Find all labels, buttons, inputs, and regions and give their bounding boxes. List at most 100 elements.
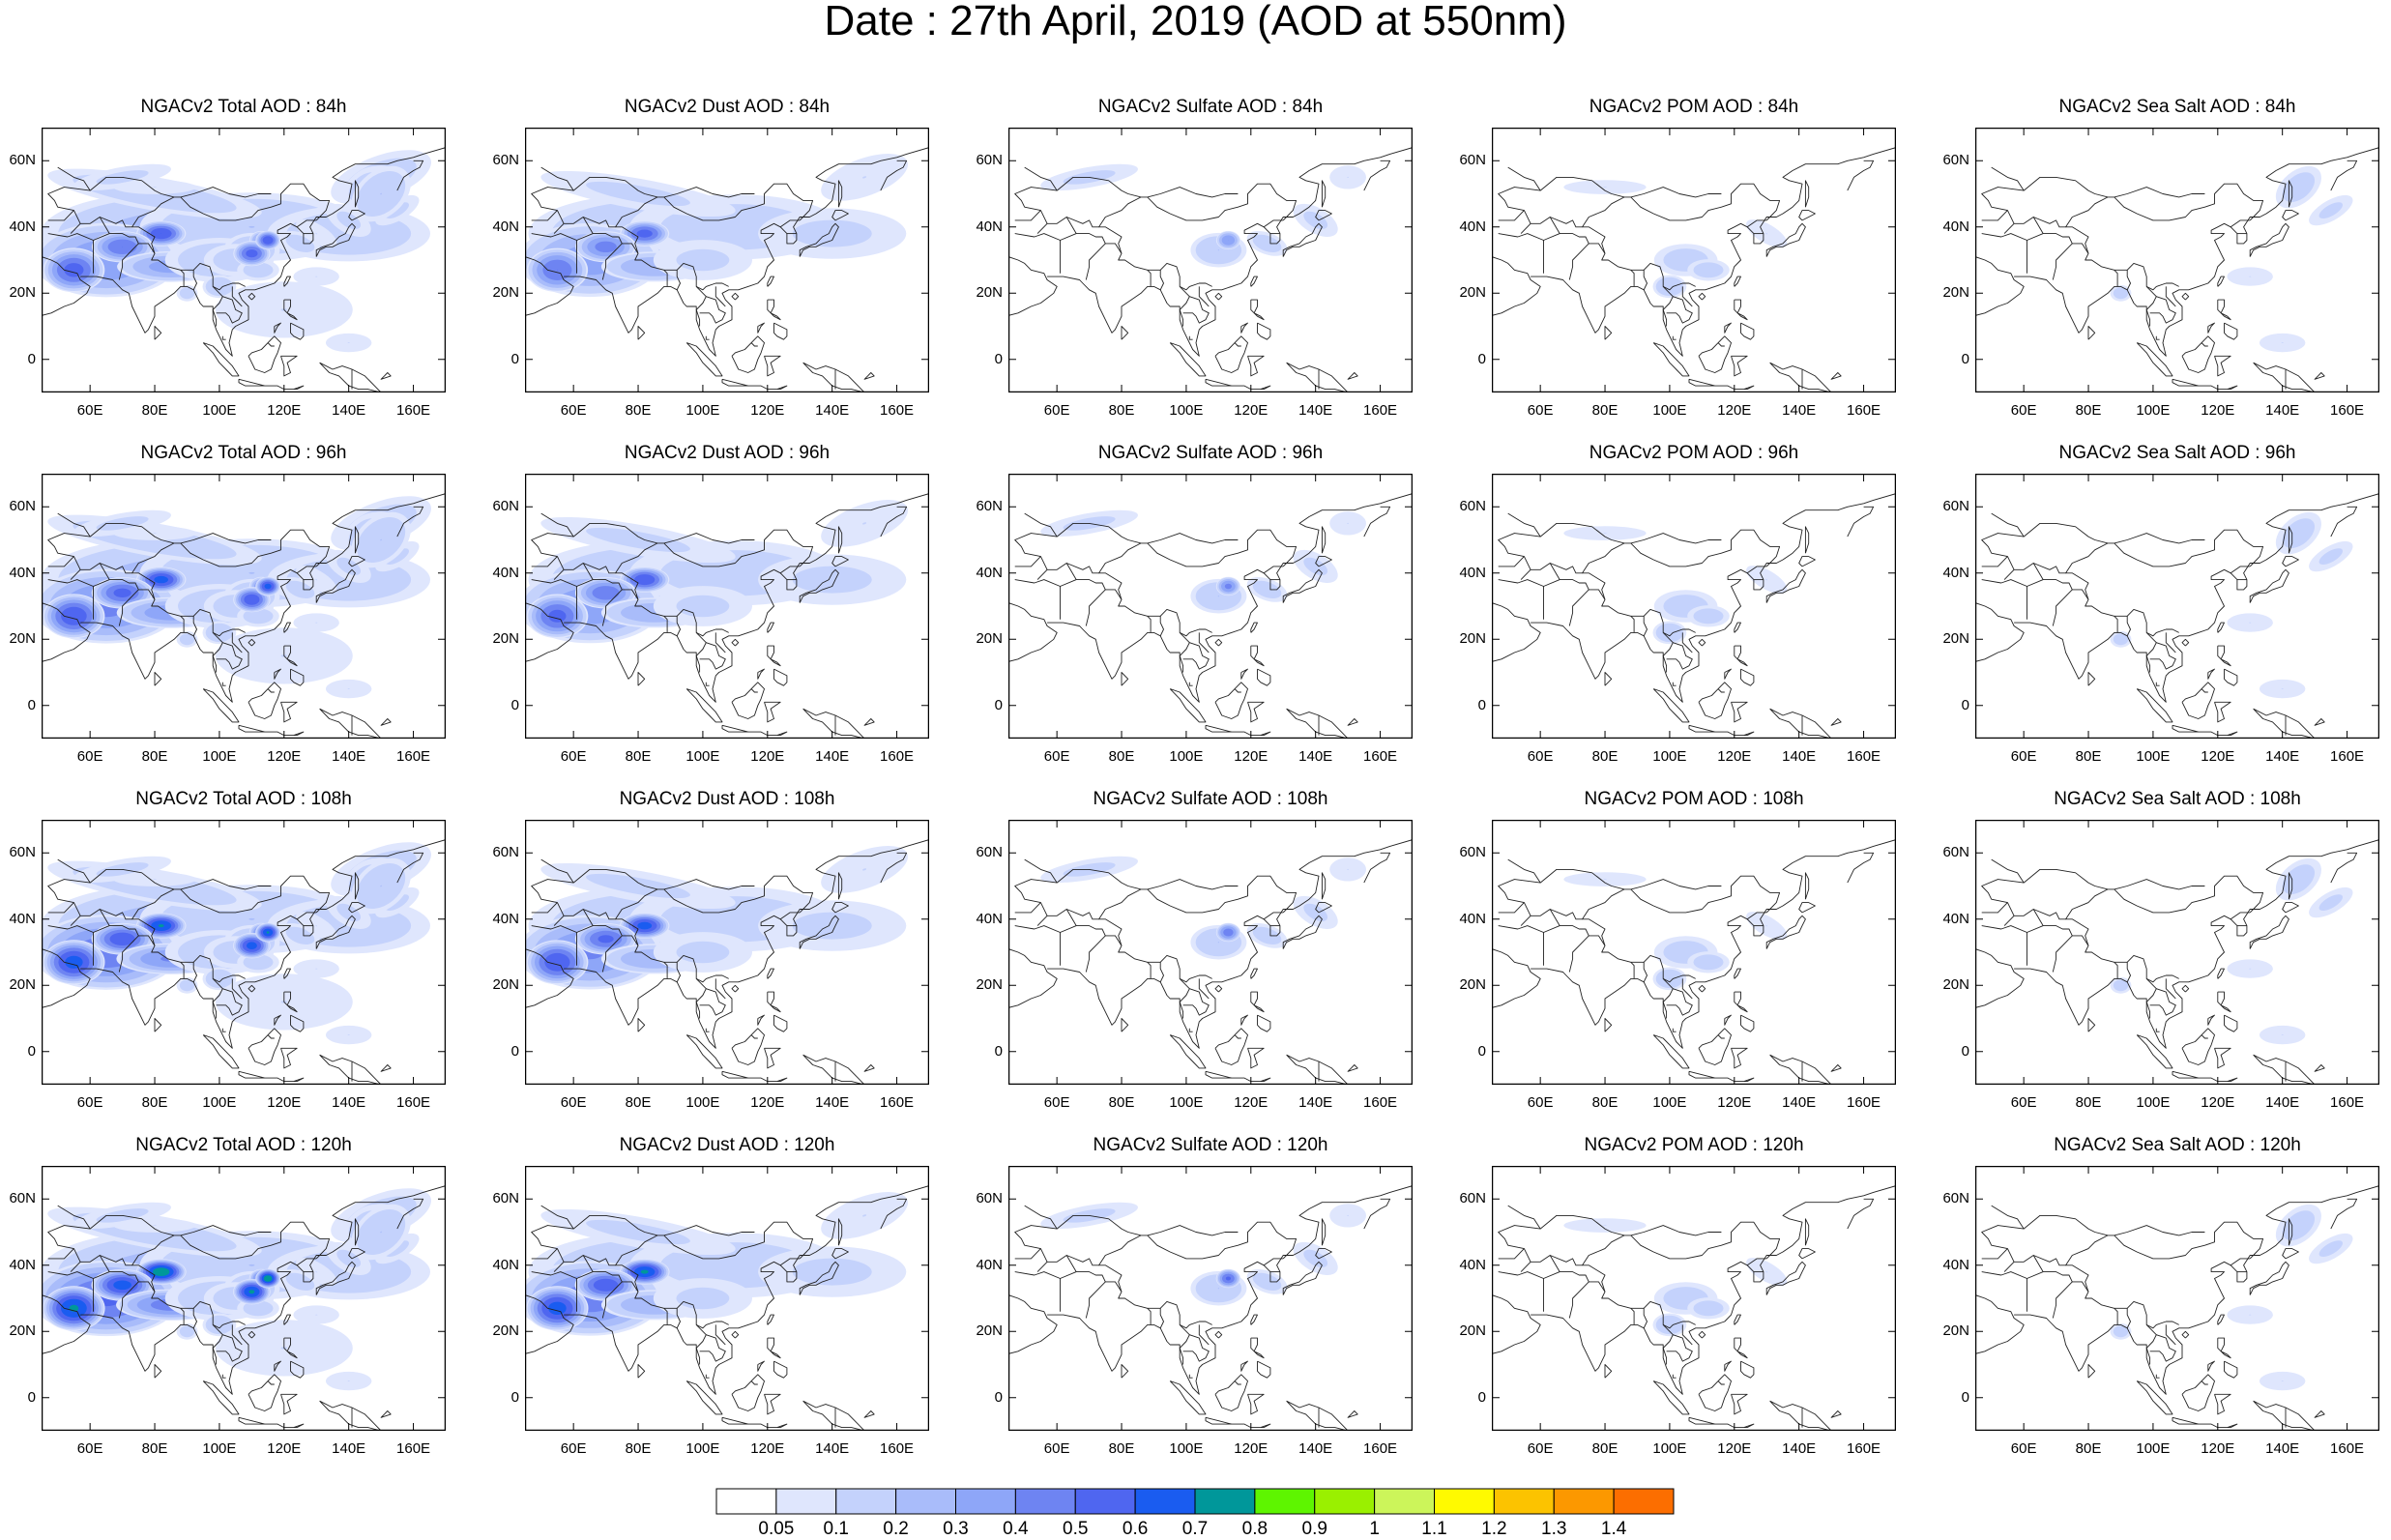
lon-label: 60E [1511,1440,1569,1457]
lat-label: 0 [481,351,519,367]
lat-label: 40N [1931,1257,1969,1273]
map-panel-seasalt-108h [1975,820,2379,1085]
lat-label: 40N [1931,911,1969,927]
map-panel-total-84h [42,128,446,392]
lat-label: 0 [1931,1043,1969,1060]
lat-label: 60N [1447,1190,1486,1206]
lon-label: 140E [1770,1094,1828,1111]
lon-label: 120E [739,402,797,419]
map-panel-pom-120h [1492,1166,1896,1431]
lon-label: 80E [1576,1440,1634,1457]
lat-label: 40N [1447,218,1486,235]
panel-title: NGACv2 Dust AOD : 84h [525,97,929,118]
lon-label: 120E [255,1094,313,1111]
lon-label: 100E [674,748,732,765]
lat-label: 20N [1931,284,1969,301]
lat-label: 20N [0,976,36,993]
lat-label: 60N [964,1190,1003,1206]
colorbar-swatch [1614,1489,1674,1514]
panel-title: NGACv2 Sulfate AOD : 108h [1008,789,1413,810]
lat-label: 0 [964,1389,1003,1406]
lat-label: 60N [1931,844,1969,860]
lon-label: 140E [1287,402,1345,419]
lat-label: 40N [1447,911,1486,927]
lon-label: 120E [739,748,797,765]
panel-title: NGACv2 POM AOD : 120h [1492,1135,1896,1156]
lon-label: 100E [1157,1440,1215,1457]
lat-label: 20N [1447,976,1486,993]
lon-label: 100E [190,402,248,419]
lon-label: 100E [1641,402,1699,419]
lat-label: 20N [964,284,1003,301]
lon-label: 80E [126,748,184,765]
colorbar-swatch [1195,1489,1255,1514]
colorbar-label: 0.2 [867,1519,925,1540]
lat-label: 40N [0,218,36,235]
lat-label: 40N [481,911,519,927]
lon-label: 120E [739,1094,797,1111]
lon-label: 100E [2124,1094,2182,1111]
map-panel-dust-108h [525,820,929,1085]
colorbar-label: 1.4 [1585,1519,1643,1540]
lon-label: 100E [190,1094,248,1111]
lat-label: 0 [0,351,36,367]
lat-label: 0 [1931,351,1969,367]
lat-label: 20N [481,976,519,993]
lon-label: 80E [609,1440,667,1457]
lon-label: 100E [1157,748,1215,765]
lon-label: 120E [255,1440,313,1457]
lon-label: 120E [1222,1440,1280,1457]
lon-label: 160E [868,1440,926,1457]
lon-label: 160E [1835,402,1893,419]
axis-ticks [1975,1166,2379,1431]
lon-label: 120E [739,1440,797,1457]
lon-label: 60E [61,1440,119,1457]
lon-label: 100E [1157,1094,1215,1111]
lon-label: 120E [2189,748,2247,765]
lon-label: 60E [1511,402,1569,419]
colorbar-label: 0.6 [1106,1519,1164,1540]
lat-label: 60N [481,498,519,514]
lat-label: 40N [0,911,36,927]
panel-title: NGACv2 POM AOD : 108h [1492,789,1896,810]
lon-label: 160E [1352,748,1410,765]
lon-label: 140E [320,748,378,765]
lon-label: 80E [1576,1094,1634,1111]
map-frame [1976,129,2379,392]
lat-label: 40N [481,218,519,235]
panel-title: NGACv2 Total AOD : 120h [42,1135,446,1156]
lon-label: 80E [1093,1094,1151,1111]
lon-label: 80E [1093,748,1151,765]
lon-label: 60E [1511,1094,1569,1111]
lat-label: 40N [1931,218,1969,235]
lon-label: 120E [1706,402,1764,419]
lon-label: 80E [126,402,184,419]
lon-label: 140E [803,1094,861,1111]
panel-title: NGACv2 Sea Salt AOD : 108h [1975,789,2379,810]
panel-title: NGACv2 POM AOD : 84h [1492,97,1896,118]
lat-label: 40N [964,565,1003,581]
lon-label: 160E [1835,748,1893,765]
axis-ticks [1975,820,2379,1085]
lat-label: 0 [964,1043,1003,1060]
lon-label: 160E [1352,1440,1410,1457]
map-panel-total-96h [42,474,446,739]
panel-title: NGACv2 Sulfate AOD : 84h [1008,97,1413,118]
lat-label: 20N [481,1322,519,1339]
panel-title: NGACv2 Sulfate AOD : 120h [1008,1135,1413,1156]
lat-label: 0 [0,1389,36,1406]
aod-field [1563,180,1791,298]
lon-label: 140E [1770,748,1828,765]
colorbar-swatch [836,1489,896,1514]
map-frame [1976,475,2379,739]
lon-label: 80E [1576,748,1634,765]
lon-label: 100E [674,1440,732,1457]
lon-label: 140E [803,1440,861,1457]
colorbar-swatch [1494,1489,1554,1514]
aod-field [1563,872,1791,990]
lon-label: 160E [2318,402,2376,419]
map-panel-dust-84h [525,128,929,392]
colorbar-swatch [1075,1489,1135,1514]
lon-label: 60E [544,1440,602,1457]
lat-label: 0 [1931,1389,1969,1406]
